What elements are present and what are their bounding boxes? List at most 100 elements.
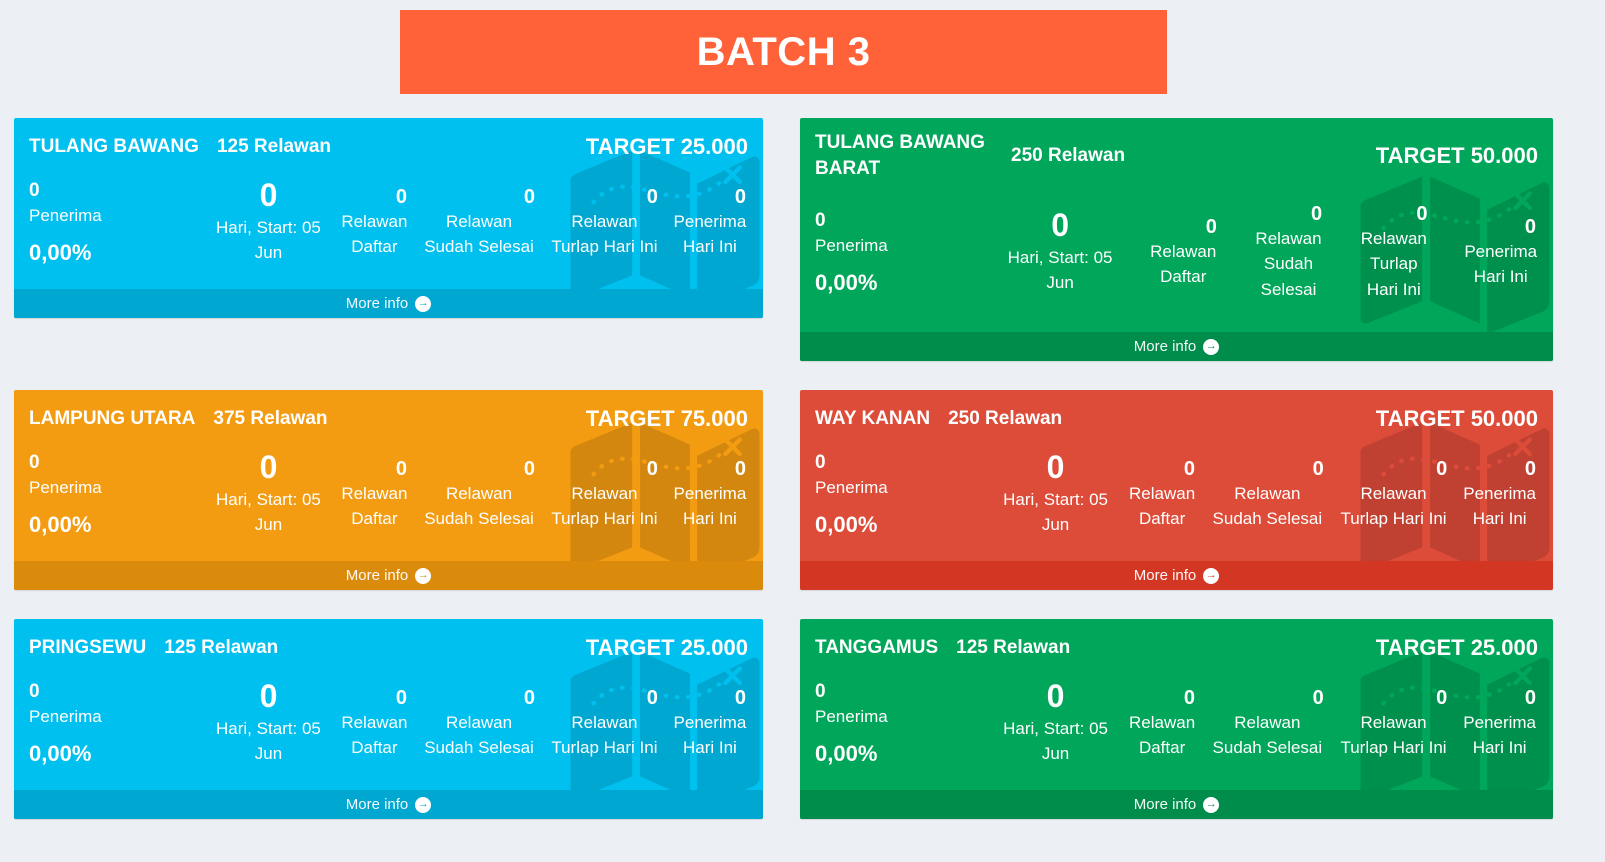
stat-penerima-hari-ini: 0 Penerima Hari Ini [1461,687,1538,761]
batch-header: BATCH 3 [400,10,1167,94]
stat-value: 0 [1416,202,1428,225]
relawan-count: 250 Relawan [948,408,1063,429]
penerima-block: 0 Penerima 0,00% [815,452,918,538]
stat-label: Relawan Sudah Selesai [1212,712,1323,758]
target-label: TARGET 25.000 [585,635,748,660]
penerima-percent: 0,00% [815,511,878,537]
stat-value: 0 [1524,457,1536,480]
more-info-label: More info [345,567,409,584]
stat-penerima-hari-ini: 0 Penerima Hari Ini [672,186,748,260]
stat-relawan-turlap-hari-ini: 0 Relawan Turlap Hari Ini [1338,687,1450,761]
stat-label: Penerima Hari Ini [1464,241,1538,287]
penerima-percent: 0,00% [29,239,92,265]
stat-label: Relawan Sudah Selesai [424,211,534,257]
card-body: WAY KANAN 250 Relawan TARGET 50.000 0 Pe… [800,390,1553,561]
penerima-value: 0 [815,680,826,702]
card-title-row: TULANG BAWANG BARAT 250 Relawan TARGET 5… [815,130,1538,181]
region-name: TULANG BAWANG BARAT [815,132,985,179]
more-info-link[interactable]: More info → [14,289,763,318]
hari-value: 0 [1046,678,1065,715]
stat-value: 0 [523,185,536,208]
stat-value: 0 [1312,686,1324,709]
penerima-value: 0 [815,209,826,231]
more-info-label: More info [1133,567,1197,584]
hari-block: 0 Hari, Start: 05 Jun [996,451,1115,538]
cards-grid: TULANG BAWANG 125 Relawan TARGET 25.000 … [14,118,1605,819]
map-icon [570,422,760,580]
stat-label: Relawan Turlap Hari Ini [1340,483,1447,529]
hari-value: 0 [259,678,278,715]
card-body: TANGGAMUS 125 Relawan TARGET 25.000 0 Pe… [800,619,1553,790]
stat-value: 0 [734,185,746,208]
card-body: PRINGSEWU 125 Relawan TARGET 25.000 0 Pe… [14,619,763,790]
stat-value: 0 [1205,215,1217,238]
stat-label: Penerima Hari Ini [673,483,747,529]
region-name: WAY KANAN [815,408,931,430]
region-name: TULANG BAWANG [29,136,199,158]
stat-label: Relawan Turlap Hari Ini [551,483,658,529]
card-body: LAMPUNG UTARA 375 Relawan TARGET 75.000 … [14,390,763,561]
hari-label: Hari, Start: 05 Jun [1007,247,1113,293]
more-info-link[interactable]: More info → [800,790,1553,819]
more-info-link[interactable]: More info → [800,332,1553,361]
region-card-tanggamus: TANGGAMUS 125 Relawan TARGET 25.000 0 Pe… [800,619,1553,819]
stat-relawan-sudah-selesai: 0 Relawan Sudah Selesai [421,186,537,260]
stat-relawan-daftar: 0 Relawan Daftar [1127,687,1197,761]
more-info-link[interactable]: More info → [800,561,1553,590]
penerima-label: Penerima [815,235,888,255]
stat-label: Relawan Turlap Hari Ini [551,211,658,257]
penerima-block: 0 Penerima 0,00% [29,180,131,266]
stat-value: 0 [734,686,746,709]
stat-penerima-hari-ini: 0 Penerima Hari Ini [1463,216,1538,290]
card-stats-row: 0 Penerima 0,00% 0 Hari, Start: 05 Jun 0… [29,436,748,553]
card-body: TULANG BAWANG 125 Relawan TARGET 25.000 … [14,118,763,289]
region-card-lampung-utara: LAMPUNG UTARA 375 Relawan TARGET 75.000 … [14,390,763,590]
stat-relawan-daftar: 0 Relawan Daftar [340,458,409,532]
stat-value: 0 [1311,202,1323,225]
stat-value: 0 [1436,457,1448,480]
stat-value: 0 [734,457,746,480]
stat-value: 0 [1183,457,1195,480]
penerima-label: Penerima [29,205,102,225]
penerima-percent: 0,00% [815,269,878,295]
card-title-row: WAY KANAN 250 Relawan TARGET 50.000 [815,402,1538,436]
relawan-count: 125 Relawan [164,637,279,658]
stat-label: Relawan Turlap Hari Ini [1340,712,1447,758]
stat-label: Relawan Sudah Selesai [424,483,534,529]
card-stats-row: 0 Penerima 0,00% 0 Hari, Start: 05 Jun 0… [815,181,1538,324]
region-name: PRINGSEWU [29,637,147,659]
stat-value: 0 [523,686,536,709]
relawan-count: 125 Relawan [216,136,332,157]
penerima-value: 0 [29,179,40,201]
arrow-circle-right-icon: → [415,567,432,584]
stat-label: Penerima Hari Ini [1463,712,1537,758]
more-info-link[interactable]: More info → [14,790,763,819]
hari-block: 0 Hari, Start: 05 Jun [209,451,328,538]
stat-value: 0 [646,457,658,480]
stat-value: 0 [1312,457,1324,480]
stat-label: Penerima Hari Ini [1463,483,1537,529]
penerima-label: Penerima [815,477,888,497]
stat-relawan-sudah-selesai: 0 Relawan Sudah Selesai [1209,687,1326,761]
penerima-block: 0 Penerima 0,00% [29,681,131,767]
more-info-label: More info [345,295,409,312]
card-stats-row: 0 Penerima 0,00% 0 Hari, Start: 05 Jun 0… [29,164,748,281]
stat-relawan-turlap-hari-ini: 0 Relawan Turlap Hari Ini [549,186,660,260]
stat-penerima-hari-ini: 0 Penerima Hari Ini [672,458,748,532]
hari-block: 0 Hari, Start: 05 Jun [996,680,1115,767]
stat-value: 0 [646,686,658,709]
relawan-count: 250 Relawan [1011,144,1126,166]
map-icon [570,651,760,809]
stat-relawan-sudah-selesai: 0 Relawan Sudah Selesai [1209,458,1326,532]
card-title-row: TULANG BAWANG 125 Relawan TARGET 25.000 [29,130,748,164]
stat-value: 0 [1524,686,1536,709]
more-info-link[interactable]: More info → [14,561,763,590]
stat-label: Relawan Daftar [341,712,408,758]
stat-value: 0 [1183,686,1195,709]
hari-value: 0 [1046,449,1065,486]
hari-label: Hari, Start: 05 Jun [1003,489,1108,535]
stat-label: Relawan Daftar [1129,483,1196,529]
region-name: TANGGAMUS [815,637,939,659]
map-icon [1360,422,1550,580]
stat-relawan-daftar: 0 Relawan Daftar [340,186,409,260]
